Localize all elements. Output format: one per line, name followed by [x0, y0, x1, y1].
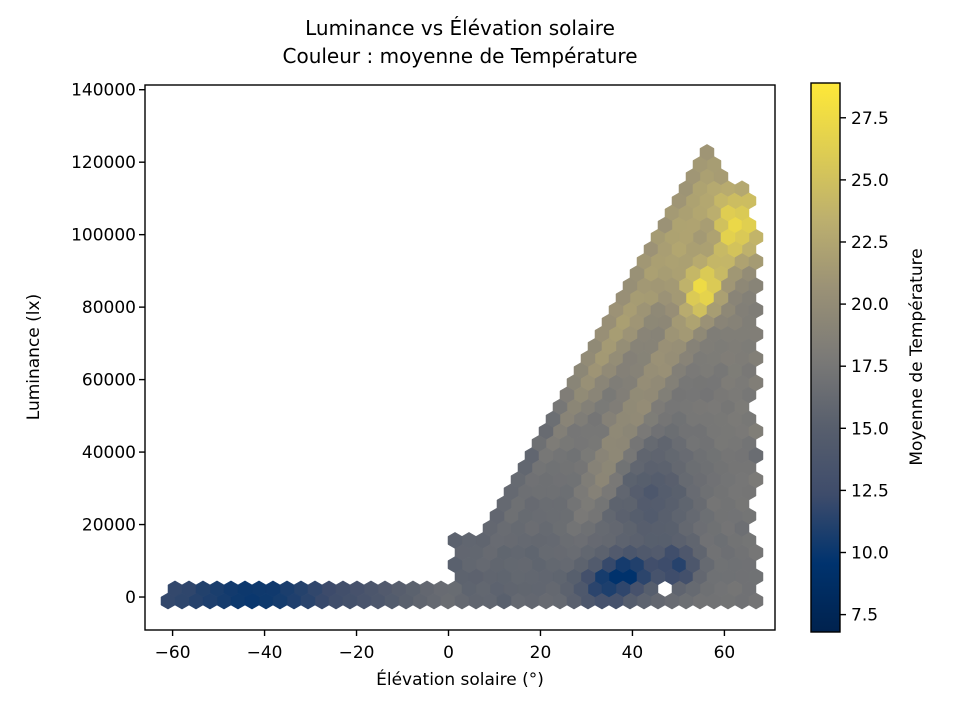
- svg-text:0: 0: [443, 643, 454, 663]
- svg-text:20.0: 20.0: [851, 295, 889, 315]
- svg-text:120000: 120000: [71, 153, 136, 173]
- svg-text:25.0: 25.0: [851, 171, 889, 191]
- y-axis-ticks: 0 20000 40000 60000 80000 100000 120000 140000: [71, 81, 145, 608]
- svg-text:20: 20: [530, 643, 552, 663]
- svg-text:20000: 20000: [82, 516, 136, 536]
- svg-text:15.0: 15.0: [851, 419, 889, 439]
- svg-text:27.5: 27.5: [851, 109, 889, 129]
- svg-text:140000: 140000: [71, 81, 136, 101]
- svg-text:22.5: 22.5: [851, 233, 889, 253]
- svg-text:−20: −20: [339, 643, 375, 663]
- svg-text:17.5: 17.5: [851, 357, 889, 377]
- svg-text:12.5: 12.5: [851, 481, 889, 501]
- svg-text:0: 0: [125, 588, 136, 608]
- svg-text:10.0: 10.0: [851, 544, 889, 564]
- hexbin-cells: [160, 144, 764, 610]
- y-axis-label: Luminance (lx): [24, 293, 44, 421]
- axes-frame: [144, 84, 776, 631]
- svg-text:40: 40: [622, 643, 644, 663]
- svg-text:−40: −40: [247, 643, 283, 663]
- x-axis-ticks: −60 −40 −20 0 20 40 60: [155, 630, 736, 663]
- colorbar-label: Moyenne de Température: [907, 248, 927, 466]
- chart-title-line2: Couleur : moyenne de Température: [282, 44, 638, 68]
- svg-text:100000: 100000: [71, 226, 136, 246]
- svg-text:−60: −60: [155, 643, 191, 663]
- svg-text:40000: 40000: [82, 443, 136, 463]
- svg-text:80000: 80000: [82, 298, 136, 318]
- svg-text:60: 60: [714, 643, 736, 663]
- svg-text:7.5: 7.5: [851, 606, 878, 626]
- colorbar: 7.5 10.0 12.5 15.0 17.5 20.0 22.5 25.0 27.5: [810, 82, 889, 633]
- x-axis-label: Élévation solaire (°): [376, 670, 544, 690]
- svg-text:60000: 60000: [82, 371, 136, 391]
- chart-title-line1: Luminance vs Élévation solaire: [305, 16, 615, 40]
